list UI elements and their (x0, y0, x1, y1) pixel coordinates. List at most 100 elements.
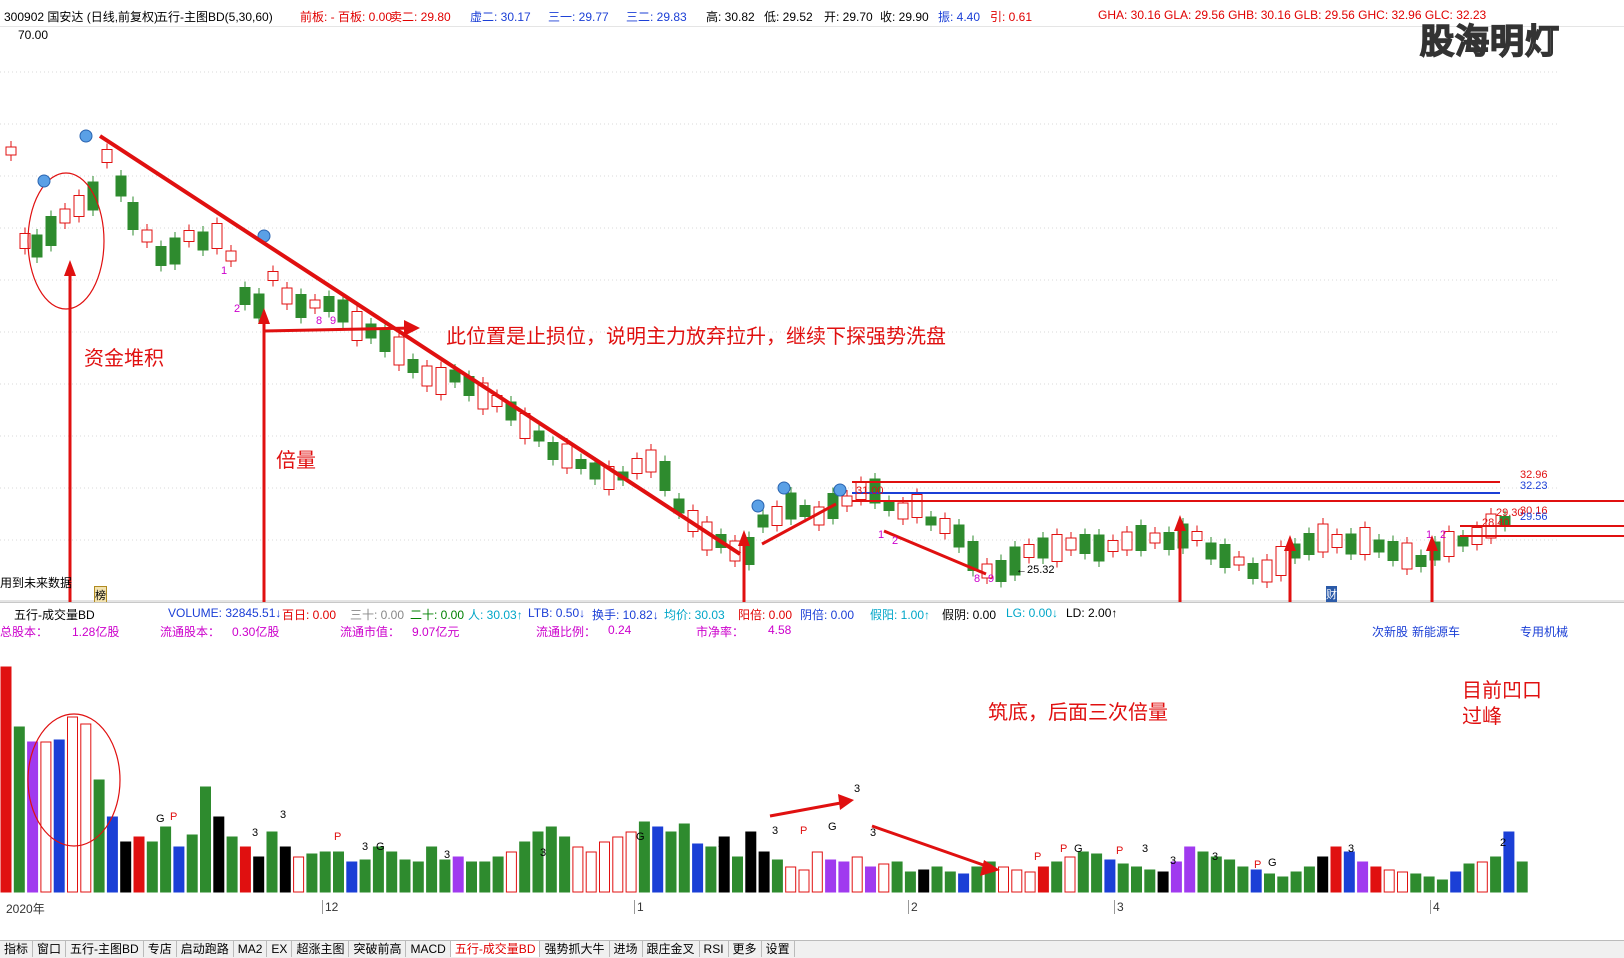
volume-bar (612, 836, 624, 893)
candle-body (239, 287, 251, 305)
indicator-tab[interactable]: 窗口 (33, 941, 67, 957)
candle-body (59, 208, 71, 224)
volume-bar (1170, 861, 1182, 893)
volume-bar (825, 859, 837, 893)
candle-body (547, 442, 559, 460)
stock-title[interactable]: 300902 国安达 (日线,前复权) (4, 10, 159, 24)
candle (5, 141, 17, 161)
volume-bar (1503, 831, 1515, 893)
candle-body (141, 229, 153, 243)
candle-body (1191, 531, 1203, 541)
indicator-tab[interactable]: 超涨主图 (292, 941, 350, 957)
price-level-label: 32.23 (1520, 480, 1548, 492)
candle-body (1275, 546, 1287, 576)
candle (757, 509, 769, 533)
indicator-tab[interactable]: EX (267, 941, 293, 957)
indicator-tab[interactable]: 指标 (0, 941, 34, 957)
volume-bar (944, 871, 956, 893)
volume-marker: G (636, 831, 645, 843)
candle (1345, 528, 1357, 560)
quote-header: 300902 国安达 (日线,前复权) 五行-主图BD(5,30,60) 前板:… (0, 0, 1624, 27)
candle (995, 554, 1007, 588)
indicator-tab[interactable]: 跟庄金叉 (643, 941, 700, 957)
volume-marker: 3 (718, 839, 724, 851)
concept-tag[interactable]: 新能源车 (1412, 625, 1461, 639)
volume-bar (625, 831, 637, 893)
volume-bar (1157, 871, 1169, 893)
volume-field: VOLUME: 32845.51↓ (168, 606, 282, 620)
indicator-tab[interactable]: 更多 (729, 941, 762, 957)
volume-marker: 3 (870, 827, 876, 839)
volume-field: 二十: 0.00 (410, 608, 465, 622)
volume-bar (13, 726, 25, 893)
indicator-tab[interactable]: 突破前高 (349, 941, 407, 957)
volume-marker: 3 (540, 847, 546, 859)
candle-body (295, 294, 307, 318)
future-data-note: 用到未来数据 (0, 576, 73, 590)
finance-badge[interactable]: 财 (1326, 586, 1337, 602)
volume-bar (1317, 856, 1329, 893)
concept-tag[interactable]: 次新股 (1372, 625, 1409, 639)
annotation-over-peak: 过峰 (1462, 704, 1502, 728)
candle (407, 353, 419, 379)
candle-body (1079, 534, 1091, 554)
volume-marker: P (800, 825, 807, 837)
candle (925, 511, 937, 531)
candle (1359, 521, 1371, 561)
indicator-tab[interactable]: 启动跑路 (177, 941, 234, 957)
candle-body (1023, 544, 1035, 558)
volume-bar (559, 836, 571, 893)
volume-bar (785, 866, 797, 893)
downtrend-line (98, 134, 742, 556)
volume-indicator-title[interactable]: 五行-成交量BD (14, 608, 95, 622)
volume-bar (146, 841, 158, 893)
indicator-tab[interactable]: 五行-主图BD (66, 941, 144, 957)
volume-bar (173, 846, 185, 893)
signal-dot (751, 499, 765, 513)
candle-body (561, 443, 573, 469)
candle (771, 500, 783, 532)
candle (73, 189, 85, 223)
volume-bar (1024, 871, 1036, 893)
volume-field: 换手: 10.82↓ (592, 608, 659, 622)
volume-bar (745, 831, 757, 893)
candle-body (1037, 537, 1049, 559)
candle (505, 396, 517, 426)
volume-field: 三十: 0.00 (350, 608, 405, 622)
volume-marker: G (376, 841, 385, 853)
candle (101, 143, 113, 169)
indicator-tab[interactable]: 五行-成交量BD (450, 941, 541, 957)
gap-levels: GHA: 30.16 GLA: 29.56 GHB: 30.16 GLB: 29… (1098, 8, 1487, 22)
candle (59, 203, 71, 229)
quote-field: 引: 0.61 (990, 10, 1033, 24)
volume-indicator-header: 五行-成交量BD VOLUME: 32845.51↓ 百日: 0.00 三十: 0.… (0, 602, 1624, 623)
stat-label: 流通市值： (340, 625, 401, 639)
price-level-label: 32.96 (1520, 469, 1548, 481)
volume-bar (452, 856, 464, 893)
volume-bar (1290, 871, 1302, 893)
candle-body (1261, 559, 1273, 583)
volume-bar (811, 851, 823, 893)
indicator-tab[interactable]: RSI (700, 941, 729, 957)
candle-body (897, 502, 909, 520)
indicator-tab[interactable]: 强势抓大牛 (540, 941, 610, 957)
indicator-tab[interactable]: MACD (406, 941, 451, 957)
candle (267, 265, 279, 287)
indicator-tabs: 指标 窗口 五行-主图BD 专店 启动跑路 MA2 EX 超涨主图 突破前高 MACD 五行-成交量… (0, 940, 1624, 958)
candle-count-label: 2 (1440, 529, 1446, 541)
date-tick: 1 (634, 900, 644, 914)
candle (1149, 527, 1161, 549)
indicator-tab[interactable]: 进场 (610, 941, 643, 957)
volume-bar (319, 851, 331, 893)
candle-count-label: 2 (892, 535, 898, 547)
candle-body (1317, 523, 1329, 553)
concept-tag[interactable]: 专用机械 (1520, 625, 1569, 639)
indicator-tab[interactable]: 专店 (144, 941, 177, 957)
indicator-tab[interactable]: MA2 (234, 941, 268, 957)
volume-circle (27, 713, 121, 847)
indicator-tab[interactable]: 设置 (762, 941, 795, 957)
candle-body (1247, 563, 1259, 579)
indicator-name[interactable]: 五行-主图BD(5,30,60) (156, 10, 273, 24)
